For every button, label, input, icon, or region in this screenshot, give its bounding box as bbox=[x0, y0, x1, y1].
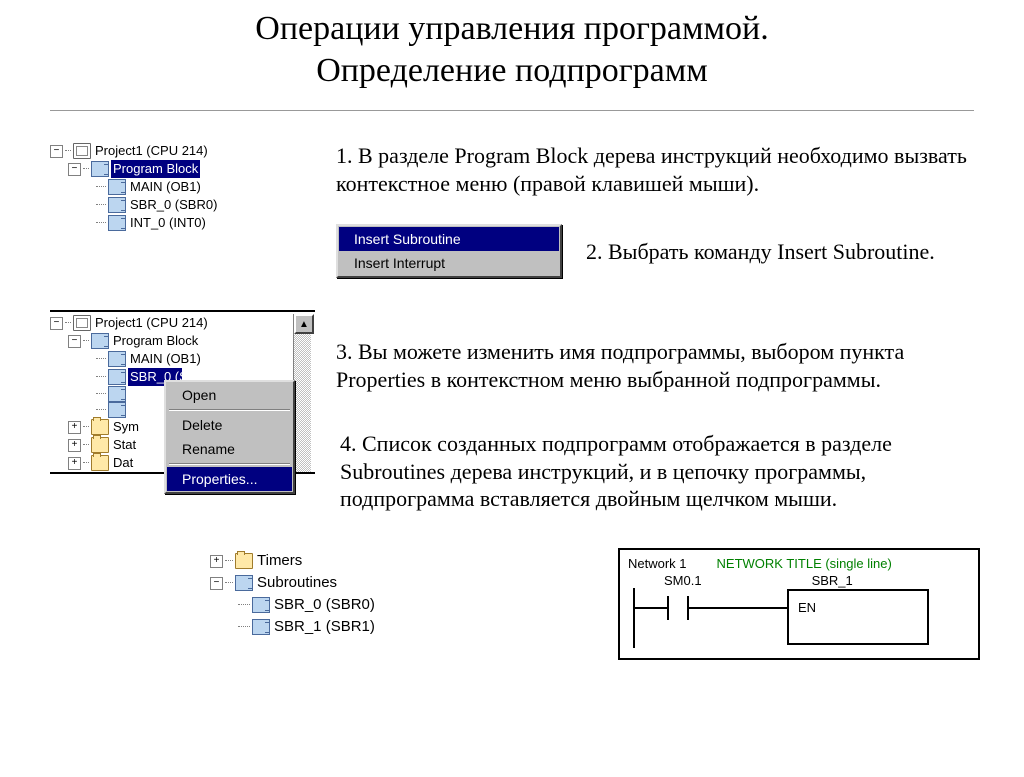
para-2: 2. Выбрать команду Insert Subroutine. bbox=[586, 238, 1006, 266]
ladder-network-label: Network 1 bbox=[628, 556, 687, 571]
tree1-program-block[interactable]: Program Block bbox=[111, 160, 200, 178]
project-icon bbox=[73, 315, 91, 331]
menu-item-insert-interrupt[interactable]: Insert Interrupt bbox=[339, 251, 559, 275]
folder-icon bbox=[91, 437, 109, 453]
folder-icon bbox=[91, 419, 109, 435]
tree2-truncated[interactable]: Sym bbox=[111, 418, 141, 436]
expander-minus-icon[interactable]: − bbox=[210, 577, 223, 590]
heading-line1: Операции управления программой. bbox=[0, 10, 1024, 48]
ladder-pin-label: EN bbox=[798, 600, 816, 615]
block-icon bbox=[108, 386, 126, 402]
scroll-up-icon[interactable]: ▲ bbox=[294, 314, 314, 334]
ladder-contact-label: SM0.1 bbox=[664, 573, 702, 588]
expander-minus-icon[interactable]: − bbox=[68, 335, 81, 348]
insert-menu: Insert Subroutine Insert Interrupt bbox=[336, 224, 562, 278]
ladder-block-label: SBR_1 bbox=[812, 573, 853, 588]
expander-plus-icon[interactable]: + bbox=[68, 439, 81, 452]
heading-line2: Определение подпрограмм bbox=[0, 52, 1024, 90]
expander-plus-icon[interactable]: + bbox=[68, 457, 81, 470]
tree3-timers[interactable]: Timers bbox=[255, 550, 304, 572]
context-menu: Open Delete Rename Properties... bbox=[164, 380, 295, 494]
tree3-item[interactable]: SBR_1 (SBR1) bbox=[272, 616, 377, 638]
ladder-svg: EN bbox=[628, 588, 958, 648]
tree2-main[interactable]: MAIN (OB1) bbox=[128, 350, 203, 368]
block-icon bbox=[108, 197, 126, 213]
expander-plus-icon[interactable]: + bbox=[68, 421, 81, 434]
para-4: 4. Список созданных подпрограмм отобража… bbox=[340, 430, 990, 513]
tree1-item[interactable]: INT_0 (INT0) bbox=[128, 214, 208, 232]
block-icon bbox=[108, 402, 126, 418]
block-icon bbox=[91, 161, 109, 177]
block-icon bbox=[108, 351, 126, 367]
expander-plus-icon[interactable]: + bbox=[210, 555, 223, 568]
divider bbox=[50, 110, 974, 111]
expander-minus-icon[interactable]: − bbox=[50, 145, 63, 158]
menu-item-delete[interactable]: Delete bbox=[167, 413, 292, 437]
block-icon bbox=[91, 333, 109, 349]
ladder-network-title: NETWORK TITLE (single line) bbox=[717, 556, 892, 571]
tree3-subroutines[interactable]: Subroutines bbox=[255, 572, 339, 594]
menu-item-insert-subroutine[interactable]: Insert Subroutine bbox=[339, 227, 559, 251]
tree3-item[interactable]: SBR_0 (SBR0) bbox=[272, 594, 377, 616]
tree3: + Timers − Subroutines SBR_0 (SBR0) SBR_… bbox=[210, 550, 470, 638]
ladder-diagram: Network 1 NETWORK TITLE (single line) SM… bbox=[618, 548, 980, 660]
tree1-root[interactable]: Project1 (CPU 214) bbox=[93, 142, 210, 160]
menu-item-rename[interactable]: Rename bbox=[167, 437, 292, 461]
para-1: 1. В разделе Program Block дерева инстру… bbox=[336, 142, 996, 197]
para-3: 3. Вы можете изменить имя подпрограммы, … bbox=[336, 338, 996, 393]
project-icon bbox=[73, 143, 91, 159]
tree2-truncated[interactable]: Stat bbox=[111, 436, 138, 454]
folder-icon bbox=[235, 553, 253, 569]
tree2-truncated[interactable]: Dat bbox=[111, 454, 135, 472]
expander-minus-icon[interactable]: − bbox=[50, 317, 63, 330]
menu-item-properties[interactable]: Properties... bbox=[167, 467, 292, 491]
expander-minus-icon[interactable]: − bbox=[68, 163, 81, 176]
tree2-root[interactable]: Project1 (CPU 214) bbox=[93, 314, 210, 332]
menu-item-open[interactable]: Open bbox=[167, 383, 292, 407]
tree1-item[interactable]: MAIN (OB1) bbox=[128, 178, 203, 196]
block-icon bbox=[108, 215, 126, 231]
tree1: − Project1 (CPU 214) − Program Block MAI… bbox=[50, 142, 310, 232]
block-icon bbox=[252, 619, 270, 635]
block-icon bbox=[108, 179, 126, 195]
scrollbar[interactable]: ▲ bbox=[293, 314, 311, 472]
block-icon bbox=[235, 575, 253, 591]
block-icon bbox=[252, 597, 270, 613]
tree2-program-block[interactable]: Program Block bbox=[111, 332, 200, 350]
folder-icon bbox=[91, 455, 109, 471]
tree1-item[interactable]: SBR_0 (SBR0) bbox=[128, 196, 219, 214]
block-icon bbox=[108, 369, 126, 385]
